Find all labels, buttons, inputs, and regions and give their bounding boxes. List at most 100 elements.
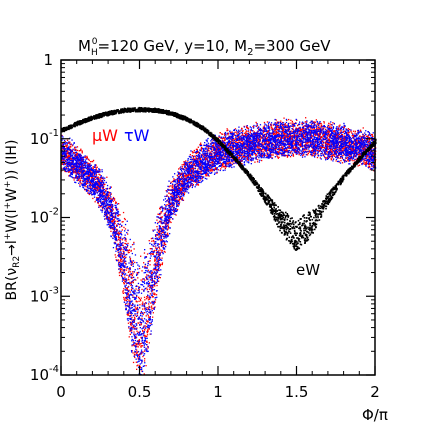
scatter-point — [150, 302, 152, 304]
scatter-point — [85, 183, 87, 185]
scatter-point — [113, 212, 115, 214]
scatter-point — [318, 147, 320, 149]
scatter-point — [145, 323, 148, 325]
scatter-point — [159, 207, 161, 210]
scatter-point — [318, 134, 320, 137]
scatter-point — [295, 151, 297, 153]
scatter-point — [359, 139, 361, 142]
scatter-point — [97, 181, 99, 183]
scatter-point — [136, 312, 139, 314]
scatter-point — [367, 160, 369, 162]
scatter-point — [159, 252, 161, 255]
scatter-point — [151, 308, 153, 310]
scatter-point — [92, 167, 94, 169]
scatter-point — [66, 146, 68, 148]
scatter-point — [127, 271, 130, 273]
scatter-point — [286, 150, 289, 153]
scatter-point — [336, 135, 338, 137]
scatter-point — [342, 149, 344, 151]
scatter-point — [129, 281, 131, 283]
scatter-point — [369, 152, 371, 154]
scatter-point — [211, 154, 213, 157]
scatter-point — [73, 177, 75, 179]
scatter-point — [329, 139, 331, 141]
scatter-point — [355, 141, 357, 143]
scatter-point — [66, 156, 68, 158]
scatter-point — [234, 131, 236, 134]
scatter-point — [106, 208, 109, 210]
scatter-point — [124, 296, 127, 299]
scatter-point — [231, 131, 233, 133]
scatter-point — [124, 239, 126, 241]
scatter-point — [337, 155, 339, 158]
scatter-point — [131, 271, 134, 273]
scatter-point — [217, 155, 219, 157]
scatter-point — [206, 175, 208, 177]
scatter-point — [167, 228, 169, 230]
scatter-point — [169, 218, 171, 221]
x-axis-label: Φ/π — [362, 406, 388, 424]
scatter-point — [338, 161, 340, 163]
scatter-point — [230, 132, 232, 134]
scatter-point — [133, 241, 135, 244]
scatter-point — [354, 130, 356, 132]
scatter-point — [85, 188, 87, 191]
scatter-point — [277, 157, 279, 159]
scatter-point — [125, 247, 127, 249]
scatter-point — [373, 170, 375, 172]
scatter-point — [89, 164, 91, 167]
scatter-point — [219, 148, 221, 150]
scatter-point — [158, 248, 161, 250]
scatter-point — [366, 155, 368, 157]
scatter-point — [187, 180, 189, 182]
scatter-point — [90, 184, 92, 186]
scatter-point — [92, 159, 95, 162]
scatter-point — [117, 215, 119, 217]
scatter-point — [321, 140, 323, 142]
scatter-point — [119, 265, 121, 267]
scatter-point — [344, 159, 346, 161]
scatter-point — [61, 160, 63, 162]
scatter-point — [151, 276, 153, 279]
scatter-point — [156, 234, 159, 236]
scatter-point — [365, 135, 368, 138]
scatter-point — [105, 218, 107, 220]
scatter-point — [307, 154, 309, 156]
scatter-point — [188, 172, 191, 174]
scatter-point — [315, 145, 317, 147]
scatter-point — [95, 167, 97, 169]
scatter-point — [310, 145, 313, 147]
scatter-point — [121, 268, 123, 270]
scatter-point — [269, 138, 271, 140]
scatter-point — [132, 361, 135, 364]
scatter-point — [362, 135, 364, 137]
scatter-point — [277, 137, 279, 140]
scatter-point — [340, 160, 342, 162]
scatter-point — [145, 365, 147, 367]
scatter-point — [63, 159, 65, 161]
scatter-point — [163, 236, 166, 238]
scatter-point — [67, 147, 69, 149]
scatter-point — [178, 168, 180, 170]
scatter-point — [71, 169, 73, 171]
scatter-point — [152, 269, 154, 271]
scatter-point — [137, 346, 139, 348]
scatter-point — [129, 300, 131, 302]
scatter-point — [91, 160, 93, 163]
scatter-point — [117, 237, 120, 239]
scatter-point — [190, 171, 192, 173]
scatter-point — [334, 148, 336, 150]
scatter-point — [76, 152, 79, 154]
scatter-point — [328, 135, 330, 137]
scatter-point — [316, 127, 318, 130]
scatter-point — [134, 351, 136, 354]
scatter-point — [102, 178, 105, 180]
scatter-point — [141, 345, 143, 347]
scatter-point — [237, 154, 239, 157]
scatter-point — [100, 181, 102, 183]
scatter-point — [169, 193, 172, 195]
scatter-point — [199, 143, 201, 146]
scatter-point — [176, 174, 178, 176]
scatter-point — [160, 232, 163, 235]
scatter-point — [157, 270, 159, 272]
